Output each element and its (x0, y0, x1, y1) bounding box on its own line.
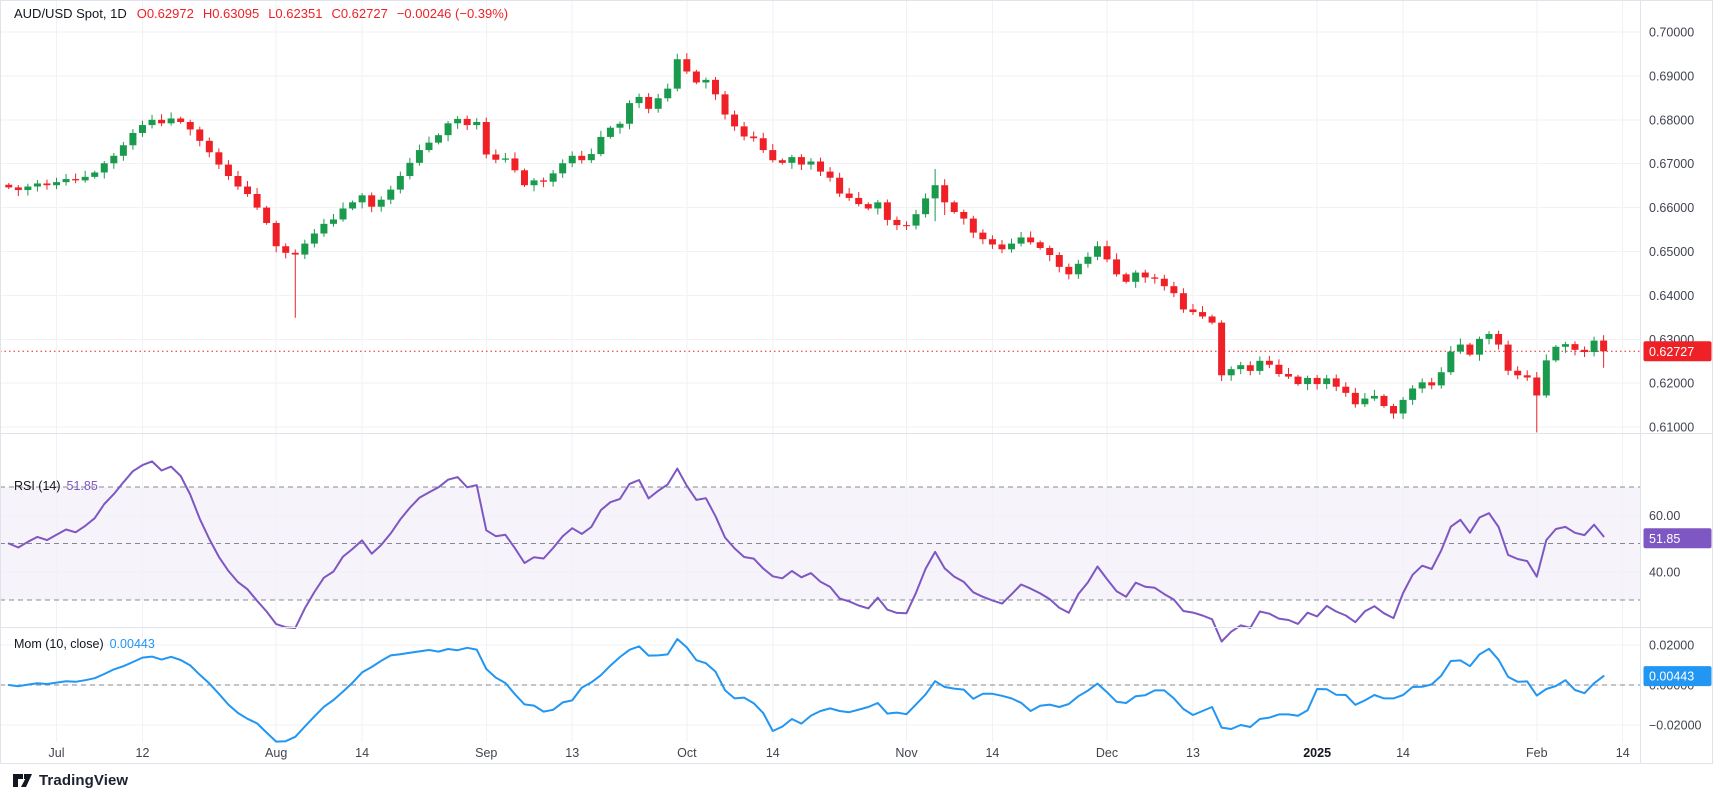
x-tick-label: Oct (677, 746, 697, 760)
rsi-axis-label: 60.00 (1649, 509, 1680, 523)
candlestick-series[interactable] (5, 53, 1608, 433)
mom-value-badge: 0.00443 (1643, 666, 1712, 687)
price-axis-label: 0.62000 (1649, 377, 1694, 391)
x-tick-label: Nov (895, 746, 918, 760)
symbol-header: AUD/USD Spot, 1D O0.62972 H0.63095 L0.62351… (14, 6, 517, 21)
price-axis[interactable]: 0.70000 0.69000 0.68000 0.67000 0.66000 0.650… (1649, 26, 1702, 733)
x-tick-label: 14 (1616, 746, 1630, 760)
price-axis-label: 0.68000 (1649, 113, 1694, 127)
price-axis-label: 0.64000 (1649, 289, 1694, 303)
rsi-axis-label: 40.00 (1649, 565, 1680, 579)
tradingview-logo-text: TradingView (39, 772, 129, 789)
tradingview-logo[interactable]: TradingView (12, 771, 128, 790)
ohlc-close: C0.62727 (331, 6, 388, 21)
x-tick-label: Feb (1526, 746, 1548, 760)
x-tick-label: 2025 (1303, 746, 1331, 760)
x-tick-label: Dec (1096, 746, 1118, 760)
tradingview-logo-icon (13, 774, 32, 787)
price-axis-label: 0.66000 (1649, 201, 1694, 215)
rsi-indicator-name[interactable]: RSI (14) (14, 479, 61, 493)
x-tick-label: 14 (985, 746, 999, 760)
rsi-value-badge: 51.85 (1643, 528, 1712, 549)
x-tick-label: 13 (565, 746, 579, 760)
current-price-badge-text: 0.62727 (1649, 345, 1694, 359)
x-tick-label: Sep (475, 746, 497, 760)
time-axis[interactable]: Jul 12 Aug 14 Sep 13 Oct 14 Nov 14 Dec 13 2025 14 Feb 1… (49, 746, 1630, 760)
x-tick-label: 12 (136, 746, 150, 760)
x-tick-label: Jul (49, 746, 65, 760)
chart-canvas[interactable]: 0.70000 0.69000 0.68000 0.67000 0.66000 0.650… (0, 0, 1723, 764)
price-axis-label: 0.69000 (1649, 69, 1694, 83)
rsi-pane-label: RSI (14) 51.85 (14, 479, 98, 493)
mom-line[interactable] (7, 638, 1605, 743)
mom-pane-label: Mom (10, close) 0.00443 (14, 637, 155, 651)
mom-indicator-name[interactable]: Mom (10, close) (14, 637, 104, 651)
mom-axis-label: 0.02000 (1649, 639, 1694, 653)
ohlc-high: H0.63095 (202, 6, 260, 21)
price-axis-label: 0.70000 (1649, 26, 1694, 40)
rsi-value-badge-text: 51.85 (1649, 532, 1680, 546)
price-axis-label: 0.67000 (1649, 157, 1694, 171)
frame (0, 0, 1713, 764)
x-tick-label: 14 (355, 746, 369, 760)
symbol-title[interactable]: AUD/USD Spot, 1D (14, 6, 127, 21)
rsi-value: 51.85 (66, 479, 98, 493)
x-tick-label: Aug (265, 746, 287, 760)
current-price-badge: 0.62727 (1643, 341, 1712, 362)
ohlc-open: O0.62972 (136, 6, 194, 21)
gridlines (0, 1, 1640, 742)
rsi-line[interactable] (7, 460, 1605, 643)
indicator-levels (0, 486, 1640, 686)
mom-value: 0.00443 (109, 637, 155, 651)
price-change: −0.00246 (−0.39%) (396, 6, 509, 21)
x-tick-label: 14 (766, 746, 780, 760)
mom-axis-label: −0.02000 (1649, 719, 1702, 733)
x-tick-label: 14 (1396, 746, 1410, 760)
mom-value-badge-text: 0.00443 (1649, 670, 1694, 684)
ohlc-low: L0.62351 (268, 6, 323, 21)
x-tick-label: 13 (1186, 746, 1200, 760)
price-axis-label: 0.65000 (1649, 245, 1694, 259)
price-axis-label: 0.61000 (1649, 421, 1694, 435)
